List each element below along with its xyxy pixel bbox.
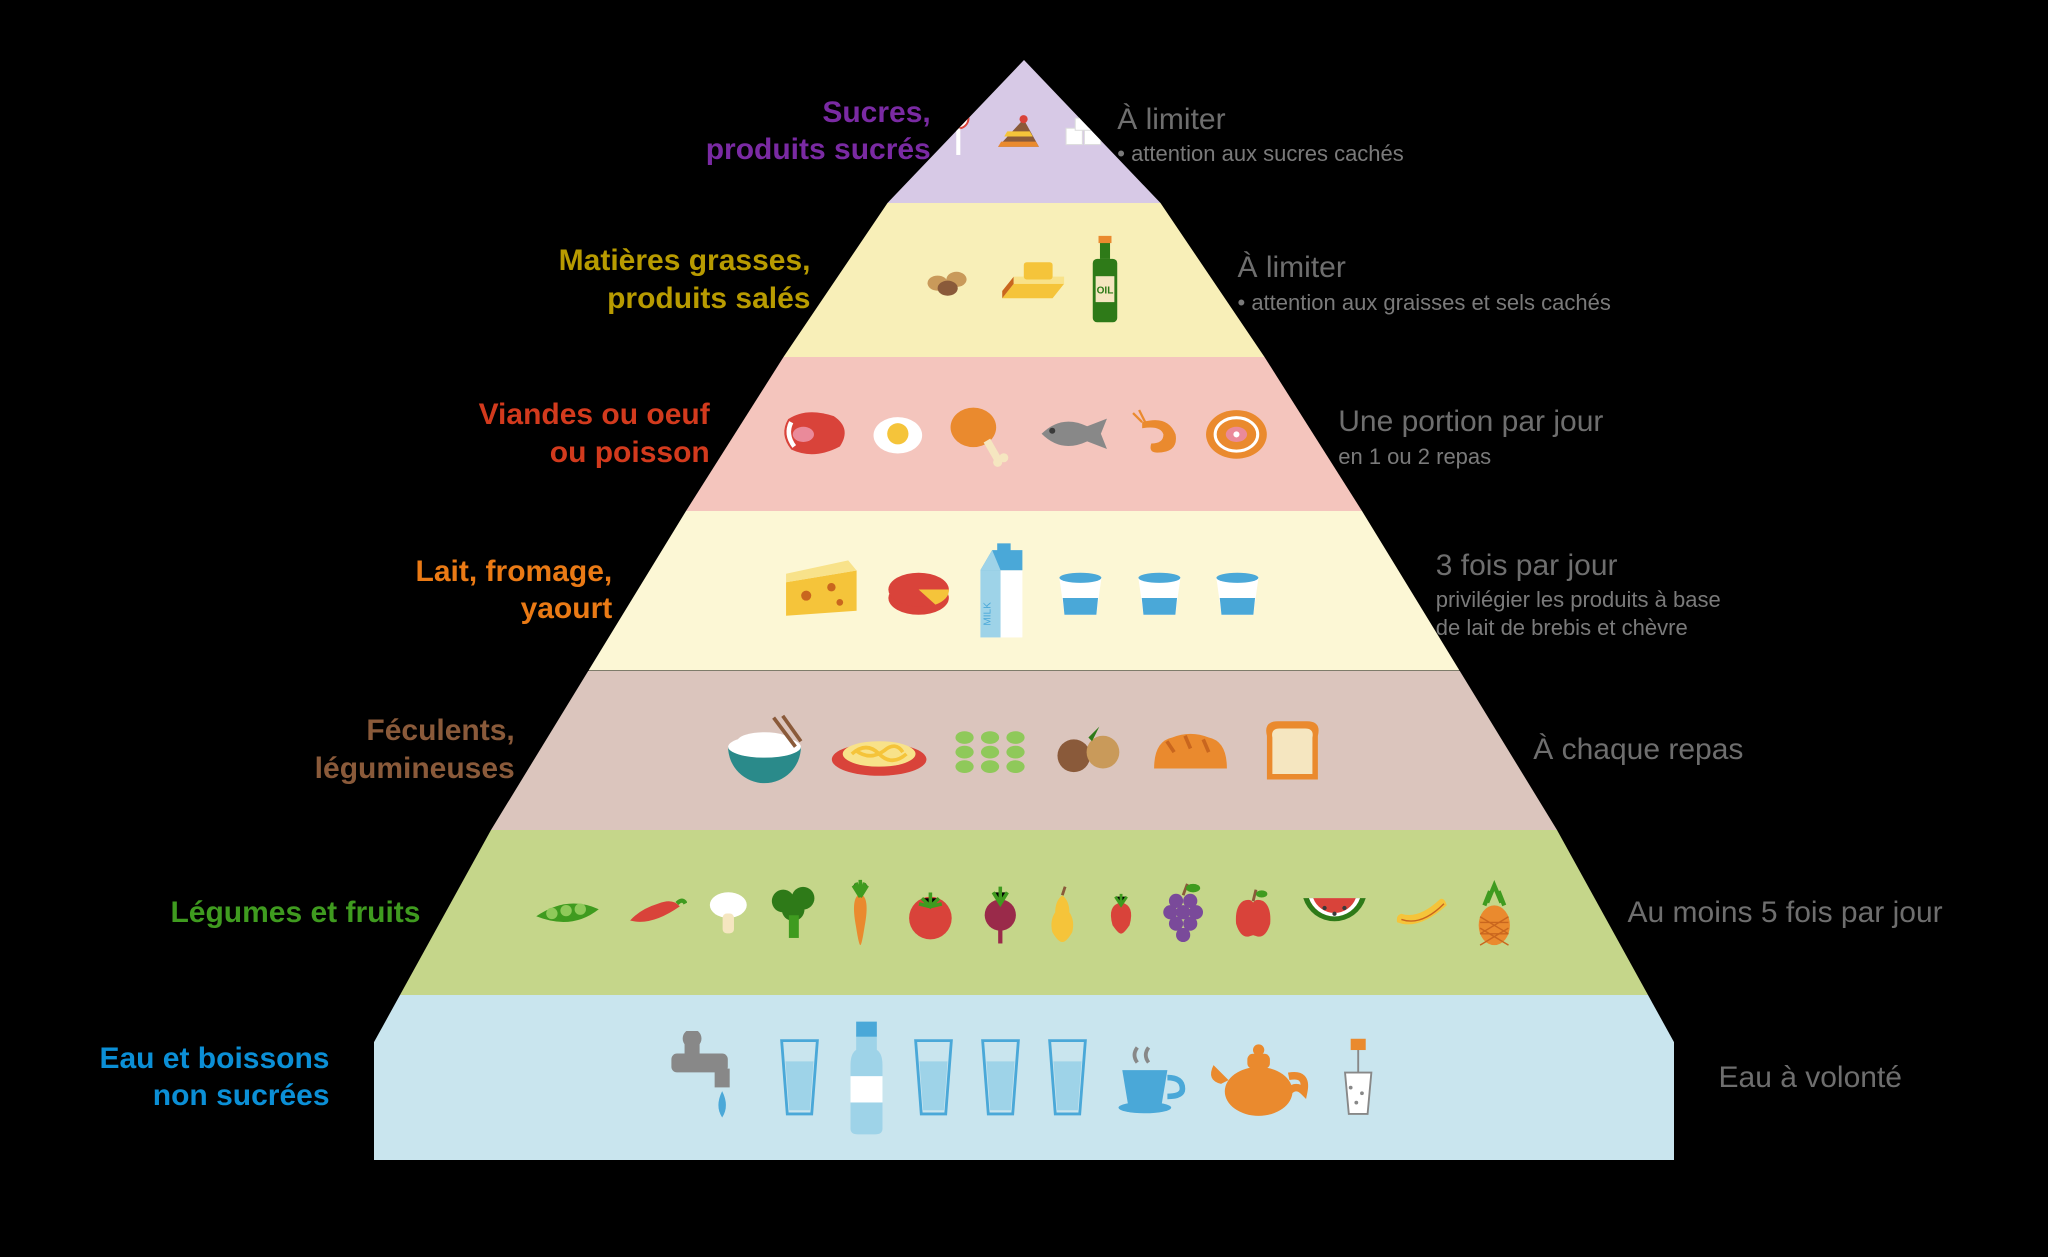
bread-loaf-icon bbox=[1145, 723, 1236, 778]
label-right-sub-dairy: privilégier les produits à basede lait d… bbox=[1436, 586, 1721, 641]
label-left-sugars: Sucres,produits sucrés bbox=[706, 94, 931, 169]
level-bg-water bbox=[374, 995, 1674, 1160]
pyramid-level-starches bbox=[374, 671, 1674, 831]
label-left-dairy: Lait, fromage,yaourt bbox=[416, 553, 613, 628]
label-right-water: Eau à volonté bbox=[1719, 1059, 1902, 1097]
watermelon-icon bbox=[1299, 891, 1370, 934]
label-left-fruit-veg: Légumes et fruits bbox=[170, 894, 420, 932]
tap-icon bbox=[662, 1031, 756, 1125]
yogurt-icon bbox=[1051, 561, 1110, 620]
rice-bowl-icon bbox=[719, 714, 810, 787]
banana-icon bbox=[1390, 891, 1454, 934]
teabag-icon bbox=[1330, 1035, 1386, 1120]
chicken-leg-icon bbox=[946, 400, 1014, 468]
level-bg-sugars bbox=[374, 60, 1674, 203]
bottle-icon bbox=[843, 1016, 890, 1138]
label-right-sub-sugars: • attention aux sucres cachés bbox=[1117, 140, 1404, 168]
glass-icon bbox=[1044, 1035, 1091, 1120]
label-right-title-fruit-veg: Au moins 5 fois par jour bbox=[1628, 896, 1943, 929]
pyramid-level-water bbox=[374, 995, 1674, 1160]
label-right-protein: Une portion par jour en 1 ou 2 repas bbox=[1338, 403, 1603, 470]
teacup-icon bbox=[1111, 1040, 1186, 1115]
label-right-title-fats: À limiter bbox=[1238, 251, 1346, 284]
label-right-title-water: Eau à volonté bbox=[1719, 1061, 1902, 1094]
label-left-fats: Matières grasses,produits salés bbox=[559, 242, 811, 317]
cake-slice-icon bbox=[993, 111, 1044, 152]
label-left-water: Eau et boissonsnon sucrées bbox=[99, 1040, 329, 1115]
label-right-title-sugars: À limiter bbox=[1117, 103, 1225, 136]
lollipop-icon bbox=[943, 106, 974, 157]
pineapple-icon bbox=[1473, 877, 1516, 948]
beans-icon bbox=[950, 723, 1032, 778]
svg-text:MILK: MILK bbox=[982, 602, 993, 626]
glass-icon bbox=[776, 1035, 823, 1120]
label-right-title-dairy: 3 fois par jour bbox=[1436, 549, 1618, 582]
yogurt-icon bbox=[1130, 561, 1189, 620]
egg-icon bbox=[872, 411, 925, 457]
glass-icon bbox=[977, 1035, 1024, 1120]
label-left-protein: Viandes ou oeufou poisson bbox=[479, 396, 710, 471]
food-pyramid-infographic: OIL MILK Sucres,produits sucrés À limiter •… bbox=[0, 0, 2048, 1257]
salmon-steak-icon bbox=[1203, 404, 1271, 465]
oil-bottle-icon: OIL bbox=[1087, 233, 1123, 327]
toast-icon bbox=[1256, 714, 1329, 787]
fish-icon bbox=[1034, 411, 1110, 457]
level-bg-starches bbox=[374, 671, 1674, 831]
milk-carton-icon: MILK bbox=[972, 540, 1031, 641]
label-right-sub-fats: • attention aux graisses et sels cachés bbox=[1238, 289, 1611, 317]
teapot-icon bbox=[1206, 1035, 1309, 1120]
label-right-title-starches: À chaque repas bbox=[1533, 733, 1743, 766]
label-right-sub-protein: en 1 ou 2 repas bbox=[1338, 443, 1603, 471]
apple-icon bbox=[1229, 884, 1279, 941]
pyramid-level-fruit-veg bbox=[374, 830, 1674, 995]
nuts-icon bbox=[1052, 723, 1125, 778]
pasta-plate-icon bbox=[830, 723, 930, 778]
label-right-dairy: 3 fois par jour privilégier les produits … bbox=[1436, 547, 1721, 642]
svg-text:OIL: OIL bbox=[1097, 286, 1114, 297]
label-right-fruit-veg: Au moins 5 fois par jour bbox=[1628, 894, 1943, 932]
pyramid-level-sugars bbox=[374, 60, 1674, 203]
steak-icon bbox=[776, 407, 852, 460]
label-left-starches: Féculents,légumineuses bbox=[315, 712, 515, 787]
beet-icon bbox=[979, 881, 1022, 945]
label-right-sugars: À limiter • attention aux sucres cachés bbox=[1117, 101, 1404, 168]
carrot-icon bbox=[839, 877, 882, 948]
yogurt-icon bbox=[1208, 561, 1267, 620]
cheese-round-icon bbox=[885, 561, 952, 620]
glass-icon bbox=[910, 1035, 957, 1120]
strawberry-icon bbox=[1104, 891, 1140, 934]
pear-icon bbox=[1041, 881, 1084, 945]
cheese-wedge-icon bbox=[781, 557, 865, 624]
chili-icon bbox=[623, 895, 687, 931]
butter-icon bbox=[995, 255, 1067, 305]
level-bg-fruit-veg bbox=[374, 830, 1674, 995]
peas-icon bbox=[532, 895, 603, 931]
shrimp-icon bbox=[1130, 407, 1183, 460]
mushroom-icon bbox=[707, 888, 750, 938]
grapes-icon bbox=[1159, 881, 1209, 945]
label-right-title-protein: Une portion par jour bbox=[1338, 405, 1603, 438]
sugar-cubes-icon bbox=[1064, 116, 1105, 147]
broccoli-icon bbox=[769, 884, 819, 941]
almonds-icon bbox=[925, 262, 975, 298]
label-right-starches: À chaque repas bbox=[1533, 731, 1743, 769]
label-right-fats: À limiter • attention aux graisses et sel… bbox=[1238, 249, 1611, 316]
tomato-icon bbox=[902, 884, 959, 941]
